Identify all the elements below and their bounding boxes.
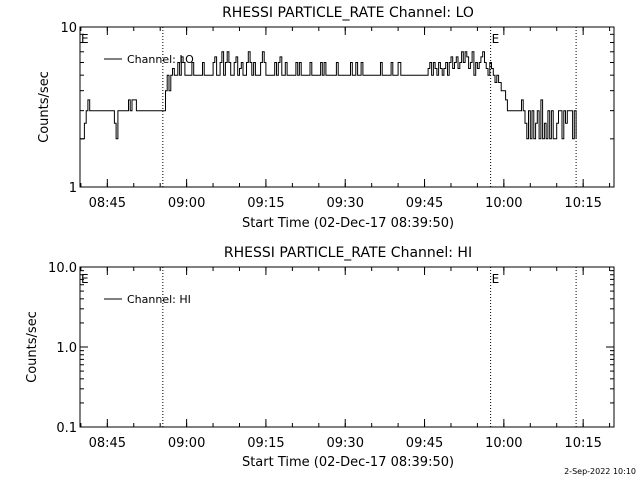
x-tick-label: 09:45 xyxy=(406,196,443,211)
y-axis-label: Counts/sec xyxy=(37,71,52,143)
x-tick-label: 10:15 xyxy=(564,436,601,451)
x-axis-ticks: 08:45 09:00 09:15 09:30 09:45 10:00 10:15 xyxy=(80,27,611,211)
chart-panel-hi: RHESSI PARTICLE_RATE Channel: HI 08:45 09… xyxy=(25,245,615,470)
legend-label: Channel: HI xyxy=(127,293,191,306)
y-axis-ticks: 0.1 1.0 10.0 xyxy=(48,261,614,436)
event-label: E xyxy=(81,32,89,46)
x-tick-label: 10:15 xyxy=(564,196,601,211)
x-tick-label: 10:00 xyxy=(485,436,522,451)
y-axis-ticks: 1 10 xyxy=(60,21,614,196)
y-axis-label: Counts/sec xyxy=(25,311,40,383)
legend-label: Channel: LO xyxy=(127,53,194,66)
x-axis-ticks: 08:45 09:00 09:15 09:30 09:45 10:00 10:15 xyxy=(80,267,611,451)
chart-title: RHESSI PARTICLE_RATE Channel: LO xyxy=(222,5,474,21)
chart-title: RHESSI PARTICLE_RATE Channel: HI xyxy=(224,245,472,261)
x-tick-label: 09:30 xyxy=(327,436,364,451)
plot-frame xyxy=(79,266,615,428)
x-tick-label: 09:00 xyxy=(168,436,205,451)
plot-frame xyxy=(79,26,615,188)
footer-timestamp: 2-Sep-2022 10:10 xyxy=(564,467,636,476)
y-tick-label: 1 xyxy=(69,181,77,196)
x-tick-label: 08:45 xyxy=(89,436,126,451)
event-label: E xyxy=(492,32,500,46)
series-layer xyxy=(80,51,577,140)
event-label: E xyxy=(81,272,89,286)
x-tick-label: 08:45 xyxy=(89,196,126,211)
y-tick-label: 10.0 xyxy=(48,261,77,276)
event-label: E xyxy=(492,272,500,286)
x-tick-label: 09:45 xyxy=(406,436,443,451)
x-tick-label: 09:15 xyxy=(247,196,284,211)
y-tick-label: 10 xyxy=(60,21,77,36)
series-line-channel-lo xyxy=(80,51,577,140)
y-tick-label: 0.1 xyxy=(56,421,77,436)
chart-panel-lo: RHESSI PARTICLE_RATE Channel: LO 08:45 09… xyxy=(37,5,615,231)
x-tick-label: 10:00 xyxy=(485,196,522,211)
x-tick-label: 09:00 xyxy=(168,196,205,211)
x-tick-label: 09:30 xyxy=(327,196,364,211)
x-tick-label: 09:15 xyxy=(247,436,284,451)
x-axis-label: Start Time (02-Dec-17 08:39:50) xyxy=(242,216,454,231)
x-axis-label: Start Time (02-Dec-17 08:39:50) xyxy=(242,455,454,470)
y-tick-label: 1.0 xyxy=(56,341,77,356)
